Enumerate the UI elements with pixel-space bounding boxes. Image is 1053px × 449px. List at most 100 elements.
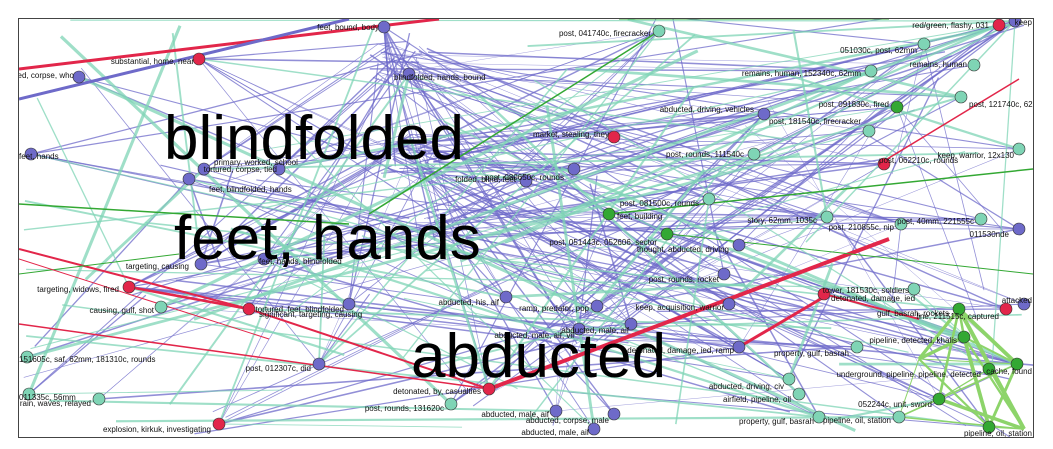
edge-purple bbox=[203, 168, 437, 239]
edge-purple bbox=[369, 54, 730, 305]
graph-node bbox=[194, 257, 208, 271]
edge-lightgreen bbox=[898, 416, 1025, 430]
node-label: ramp, predator, pop bbox=[519, 304, 589, 313]
edge-teal bbox=[460, 69, 872, 263]
graph-node bbox=[92, 392, 106, 406]
node-label: line, 211515c, captured bbox=[916, 312, 999, 321]
edge-purple bbox=[463, 216, 1018, 365]
node-label: feet, bound, body bbox=[317, 23, 379, 32]
graph-node bbox=[72, 70, 86, 84]
edge-purple bbox=[427, 227, 1020, 230]
edge-purple bbox=[188, 45, 394, 180]
edge-lightgreen bbox=[918, 335, 965, 361]
edge-purple bbox=[409, 134, 1020, 150]
edge-red bbox=[488, 237, 890, 391]
edge-purple bbox=[583, 20, 1016, 318]
node-label: 151605c, saf, 62mm, 181310c, rounds bbox=[19, 355, 156, 364]
node-label: folded, blind, feet bbox=[455, 175, 517, 184]
edge-teal bbox=[128, 285, 345, 356]
edge-teal bbox=[255, 24, 1000, 152]
node-label: market, stealing, they bbox=[533, 130, 609, 139]
edge-purple bbox=[896, 106, 1004, 232]
edge-purple bbox=[198, 40, 406, 60]
node-label: thought, abducted, driving bbox=[637, 245, 729, 254]
graph-node bbox=[702, 192, 716, 206]
node-label: red/green, flashy, 031 bbox=[912, 21, 989, 30]
edge-teal bbox=[115, 415, 900, 423]
graph-node bbox=[122, 280, 136, 294]
edge-teal bbox=[78, 75, 856, 432]
graph-node bbox=[1012, 222, 1026, 236]
node-label: post, rounds, rocket bbox=[649, 275, 720, 284]
node-label: property, gulf, basrah bbox=[774, 349, 849, 358]
edge-red bbox=[248, 308, 490, 390]
node-label: 011335c, 56mm bbox=[19, 393, 76, 402]
graph-node bbox=[192, 52, 206, 66]
node-label: post, 051443c, 052606, sector bbox=[549, 238, 657, 247]
graph-node bbox=[212, 417, 226, 431]
edge-purple bbox=[188, 178, 565, 341]
edge-purple bbox=[80, 67, 320, 365]
graph-node bbox=[952, 302, 966, 316]
edge-purple bbox=[417, 30, 660, 151]
edge-purple bbox=[188, 178, 221, 268]
graph-node bbox=[1017, 297, 1031, 311]
graph-node bbox=[342, 297, 356, 311]
edge-lightgreen bbox=[918, 358, 990, 428]
graph-node bbox=[257, 252, 271, 266]
node-label: primary, worked, school bbox=[214, 158, 298, 167]
edge-teal bbox=[24, 199, 507, 298]
edge-purple bbox=[415, 134, 1018, 365]
graph-node bbox=[624, 317, 638, 331]
edge-green bbox=[19, 203, 350, 225]
edge-purple bbox=[410, 60, 615, 138]
graph-node bbox=[22, 387, 36, 401]
node-label: pipeline, oil, station bbox=[964, 429, 1032, 437]
edge-purple bbox=[734, 207, 1020, 230]
edge-teal bbox=[402, 30, 660, 359]
graph-node bbox=[757, 107, 771, 121]
edge-purple bbox=[558, 96, 962, 309]
edge-purple bbox=[318, 144, 438, 365]
edge-purple bbox=[278, 78, 383, 170]
edge-lightgreen bbox=[937, 308, 961, 400]
node-label: abducted, driving, vehicles bbox=[660, 105, 754, 114]
node-label: abducted, corpse, male bbox=[526, 416, 610, 425]
edge-purple bbox=[390, 71, 828, 218]
graph-node bbox=[567, 162, 581, 176]
graph-node bbox=[242, 302, 256, 316]
edge-purple bbox=[433, 160, 575, 170]
edge-teal bbox=[285, 30, 660, 317]
graph-node bbox=[444, 397, 458, 411]
node-label: keep, acquisition, warrior bbox=[636, 303, 725, 312]
edge-purple bbox=[464, 245, 965, 338]
edge-purple bbox=[896, 106, 977, 318]
edge-teal bbox=[198, 58, 791, 141]
graph-node bbox=[932, 392, 946, 406]
graph-node bbox=[499, 290, 513, 304]
graph-node bbox=[602, 207, 616, 221]
edge-teal bbox=[230, 227, 820, 419]
node-label: 052244c, unit, sword bbox=[858, 400, 932, 409]
edge-teal bbox=[70, 19, 1016, 22]
edge-teal bbox=[408, 73, 537, 121]
graph-nodes bbox=[20, 19, 1031, 436]
edge-teal bbox=[59, 35, 453, 406]
keyword-abducted: abducted bbox=[411, 322, 666, 391]
graph-node bbox=[717, 267, 731, 281]
graph-node bbox=[894, 217, 908, 231]
edge-purple bbox=[28, 294, 147, 395]
node-label: story, 62mm, 1035c bbox=[747, 216, 817, 225]
edge-teal bbox=[712, 20, 1016, 178]
graph-node bbox=[652, 24, 666, 38]
edge-teal bbox=[463, 96, 962, 243]
node-label: keep bbox=[1015, 19, 1033, 27]
node-label: gulf, basrah, rockets bbox=[877, 309, 949, 318]
graph-node bbox=[954, 90, 968, 104]
edge-teal bbox=[248, 308, 832, 330]
edge-purple bbox=[19, 19, 350, 101]
edge-purple bbox=[200, 157, 890, 265]
edge-teal bbox=[30, 153, 909, 353]
node-label: blindfolded, hands, bound bbox=[394, 73, 486, 82]
edge-purple bbox=[198, 58, 420, 64]
